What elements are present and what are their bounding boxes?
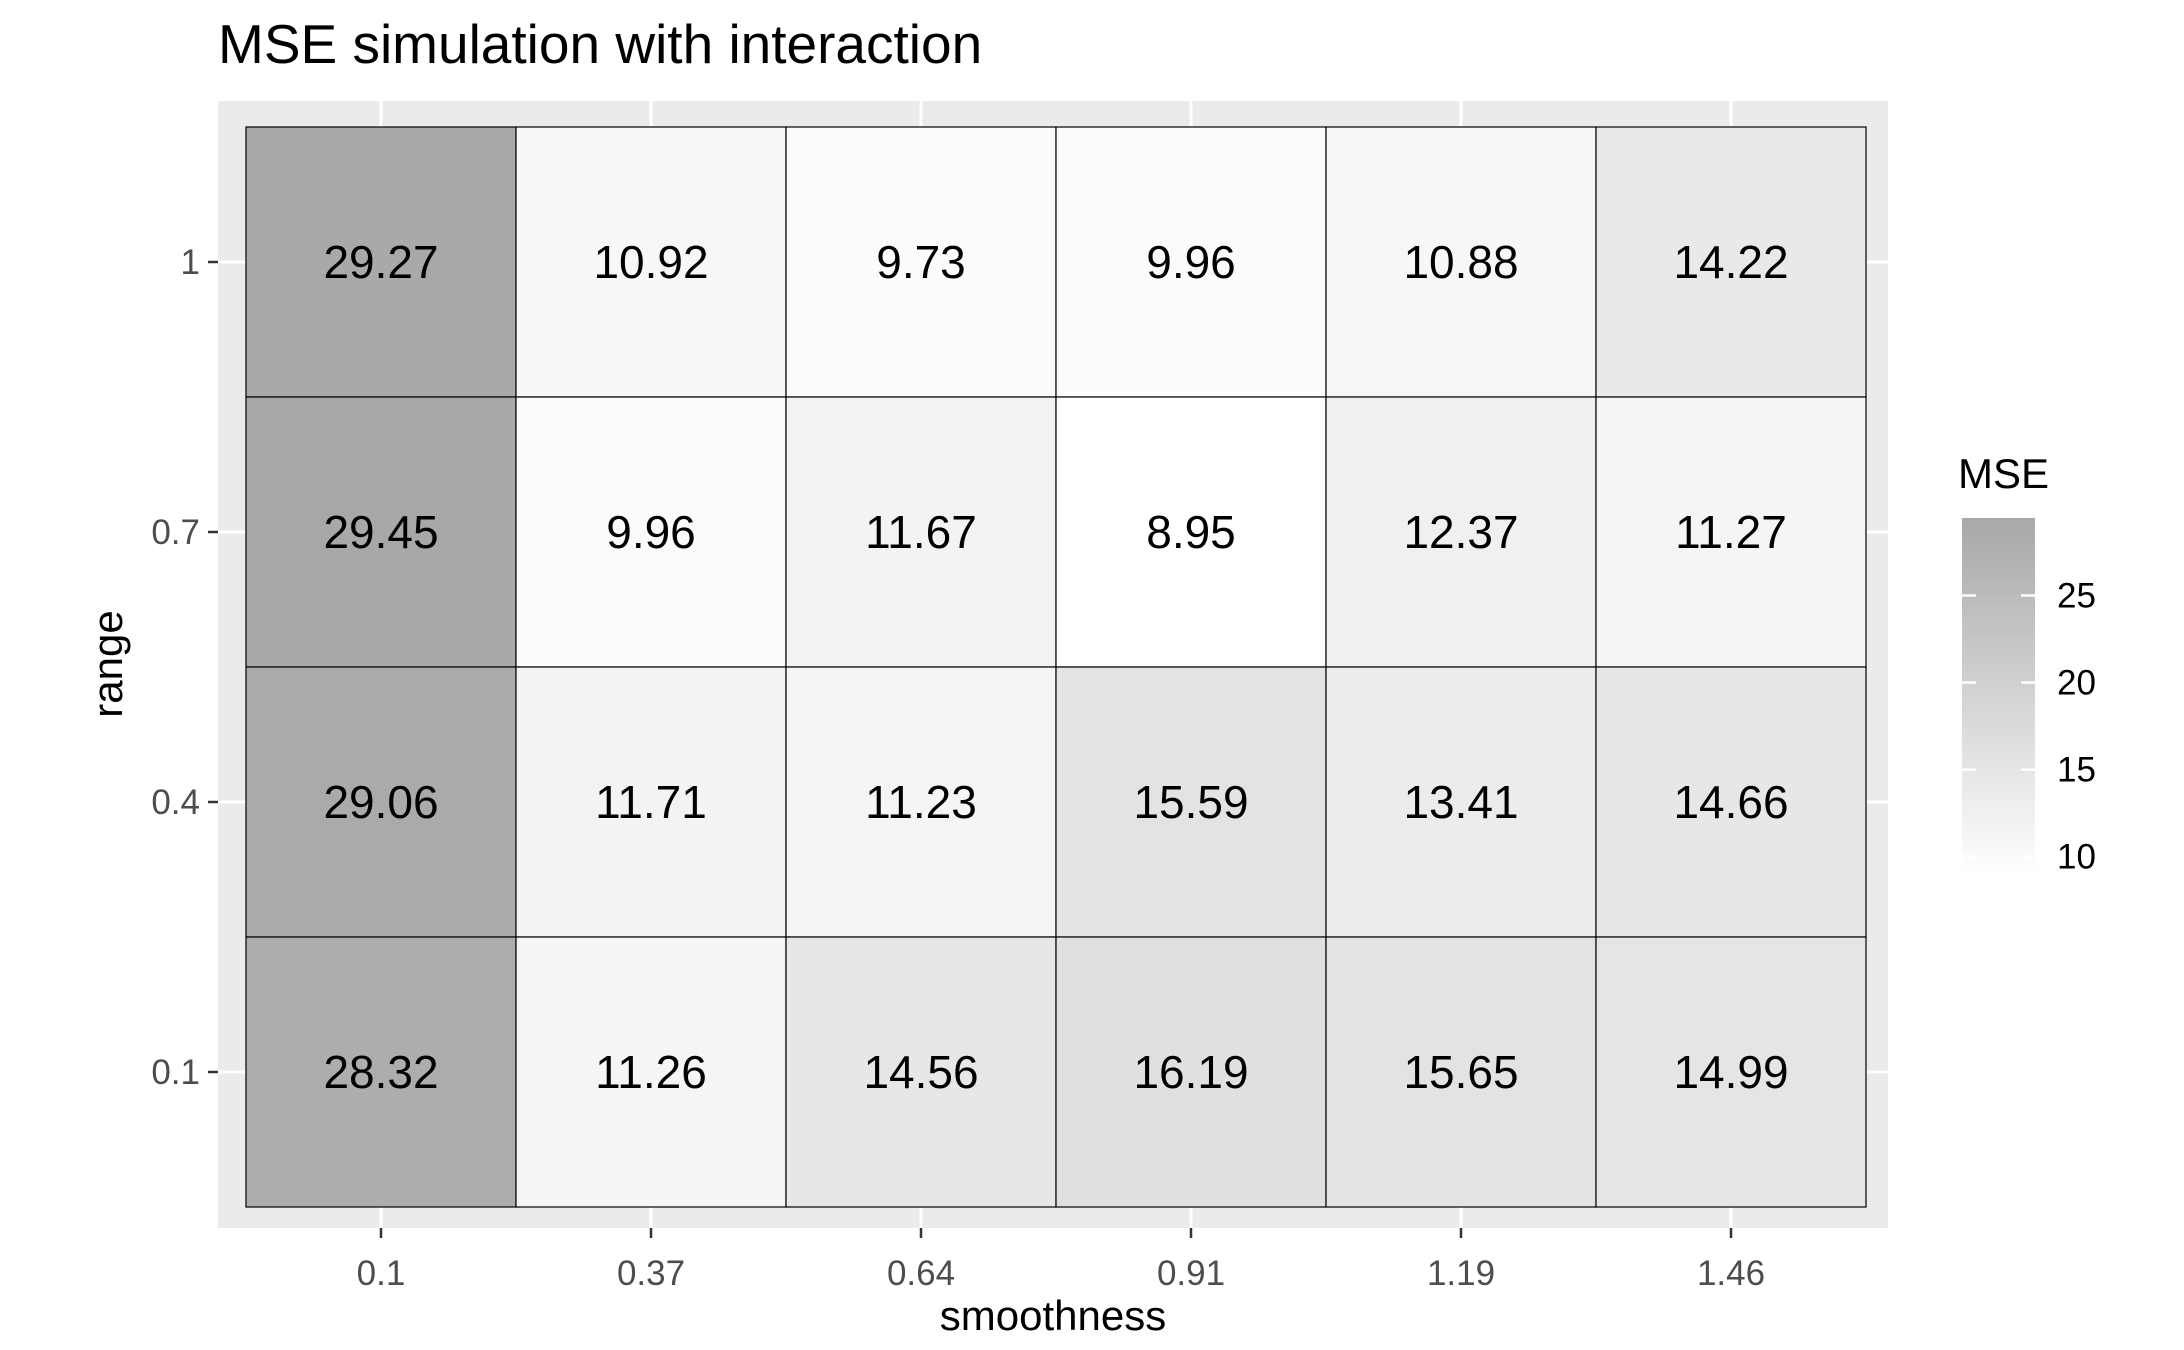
heatmap-cell [1325, 396, 1597, 668]
heatmap-cell [1055, 396, 1327, 668]
x-tick-label: 0.91 [1157, 1254, 1225, 1293]
y-axis-title: range [84, 610, 131, 717]
cell-value-label: 12.37 [1403, 506, 1518, 558]
cell-value-label: 28.32 [323, 1046, 438, 1098]
cell-value-label: 14.22 [1673, 236, 1788, 288]
legend-tick-label: 10 [2057, 838, 2096, 877]
legend-tick-label: 15 [2057, 751, 2096, 790]
cell-value-label: 11.27 [1675, 506, 1787, 558]
legend-title: MSE [1958, 450, 2049, 497]
x-tick-label: 0.37 [617, 1254, 685, 1293]
heatmap-cell [785, 126, 1057, 398]
x-tick-label: 0.1 [357, 1254, 406, 1293]
cell-value-label: 13.41 [1403, 776, 1518, 828]
heatmap-cell [1325, 126, 1597, 398]
heatmap-cell [1055, 666, 1327, 938]
heatmap-cell [1325, 936, 1597, 1208]
heatmap-cell [785, 666, 1057, 938]
cell-value-label: 14.56 [863, 1046, 978, 1098]
cell-value-label: 11.23 [865, 776, 977, 828]
cell-value-label: 11.71 [595, 776, 707, 828]
cell-value-label: 15.59 [1133, 776, 1248, 828]
cell-value-label: 11.67 [865, 506, 977, 558]
heatmap-cell [515, 666, 787, 938]
axis-ticks: 0.1 0.37 0.64 0.91 1.19 1.46 1 0.7 0.4 0.1 [151, 243, 1765, 1293]
cell-value-label: 9.73 [876, 236, 966, 288]
heatmap-cell [245, 936, 517, 1208]
heatmap-cell [245, 396, 517, 668]
cell-value-label: 29.06 [323, 776, 438, 828]
heatmap-cell [515, 936, 787, 1208]
cell-value-label: 9.96 [606, 506, 696, 558]
heatmap-cell [515, 126, 787, 398]
cell-value-label: 9.96 [1146, 236, 1236, 288]
legend-colorbar [1962, 518, 2035, 875]
cell-value-label: 10.88 [1403, 236, 1518, 288]
x-tick-label: 1.46 [1697, 1254, 1765, 1293]
cell-value-label: 8.95 [1146, 506, 1236, 558]
chart-title: MSE simulation with interaction [218, 13, 982, 75]
heatmap-cells: 29.27 10.92 9.73 9.96 10.88 14.22 29.45 9.96 11.… [245, 126, 1867, 1208]
heatmap-cell [1595, 666, 1867, 938]
y-tick-label: 0.1 [151, 1053, 200, 1092]
heatmap-cell [1055, 936, 1327, 1208]
y-tick-label: 1 [181, 243, 200, 282]
y-tick-label: 0.4 [151, 783, 200, 822]
heatmap-cell [245, 126, 517, 398]
cell-value-label: 10.92 [593, 236, 708, 288]
cell-value-label: 29.45 [323, 506, 438, 558]
y-tick-label: 0.7 [151, 513, 200, 552]
cell-value-label: 14.66 [1673, 776, 1788, 828]
legend: MSE 10 15 20 25 [1958, 450, 2096, 877]
cell-value-label: 29.27 [323, 236, 438, 288]
legend-tick-label: 25 [2057, 576, 2096, 615]
heatmap-cell [785, 396, 1057, 668]
heatmap-cell [1325, 666, 1597, 938]
heatmap-cell [245, 666, 517, 938]
x-tick-label: 0.64 [887, 1254, 955, 1293]
cell-value-label: 15.65 [1403, 1046, 1518, 1098]
cell-value-label: 11.26 [595, 1046, 707, 1098]
cell-value-label: 16.19 [1133, 1046, 1248, 1098]
heatmap-cell [1595, 396, 1867, 668]
x-axis-title: smoothness [940, 1292, 1166, 1339]
cell-value-label: 14.99 [1673, 1046, 1788, 1098]
heatmap-cell [1595, 936, 1867, 1208]
x-tick-label: 1.19 [1427, 1254, 1495, 1293]
heatmap-cell [1055, 126, 1327, 398]
legend-tick-label: 20 [2057, 664, 2096, 703]
